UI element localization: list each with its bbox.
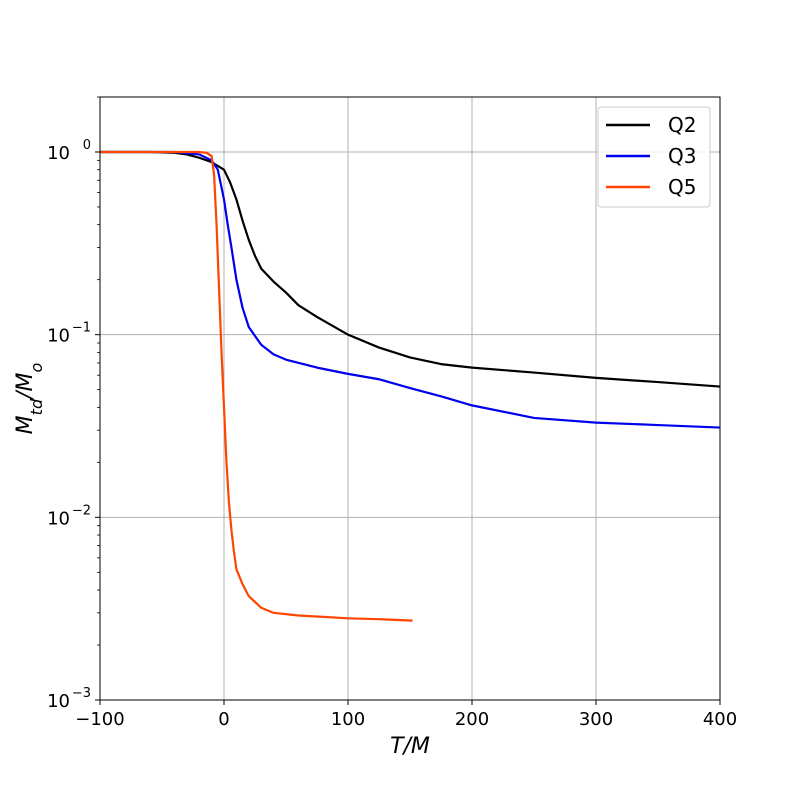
x-tick-label: 100 bbox=[331, 709, 365, 730]
y-tick-exponent: −3 bbox=[72, 686, 91, 701]
y-axis-label: Mtd/Mo bbox=[13, 362, 46, 434]
y-tick-exponent: 0 bbox=[83, 138, 91, 153]
series-line-q3 bbox=[100, 150, 721, 429]
legend-label-q3: Q3 bbox=[668, 144, 696, 168]
plot-series bbox=[100, 150, 721, 622]
legend-box bbox=[597, 106, 711, 208]
series-line-q2 bbox=[100, 150, 721, 388]
legend-label-q2: Q2 bbox=[668, 113, 696, 137]
x-axis-label: T/M bbox=[390, 734, 430, 759]
legend: Q2 Q3 Q5 bbox=[597, 106, 711, 208]
y-tick-label: 10 bbox=[47, 143, 70, 164]
y-tick-label: 10 bbox=[47, 326, 70, 347]
y-tick-exponent: −2 bbox=[72, 503, 91, 518]
x-tick-label: 200 bbox=[455, 709, 489, 730]
x-tick-label: −100 bbox=[75, 709, 124, 730]
y-tick-label: 10 bbox=[47, 691, 70, 712]
y-tick-label: 10 bbox=[47, 508, 70, 529]
legend-label-q5: Q5 bbox=[668, 175, 696, 199]
plot-frame bbox=[99, 96, 721, 701]
x-tick-label: 400 bbox=[703, 709, 737, 730]
y-tick-exponent: −1 bbox=[72, 321, 91, 336]
x-tick-label: 300 bbox=[579, 709, 613, 730]
series-line-q5 bbox=[100, 150, 413, 622]
x-tick-label: 0 bbox=[218, 709, 229, 730]
